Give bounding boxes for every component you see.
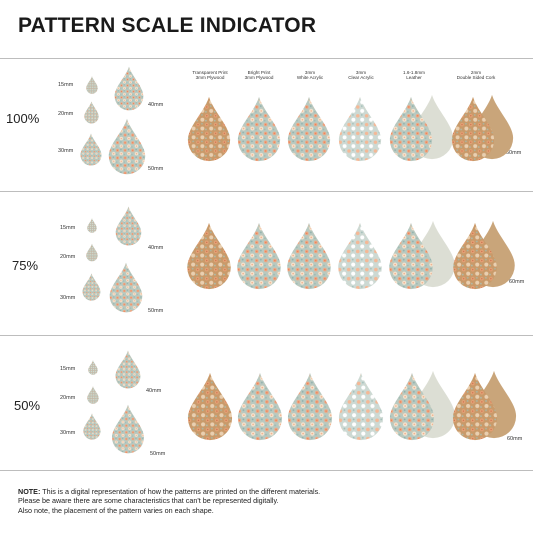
reference-size-label: 60mm (509, 279, 525, 285)
material-line: Transparent Print (192, 70, 228, 75)
material-line: 3mm (304, 70, 316, 75)
size-label-20mm: 20mm (58, 111, 74, 117)
page-title: PATTERN SCALE INDICATOR (18, 14, 317, 37)
sample-cork (451, 96, 495, 162)
sample-leather (389, 96, 433, 162)
size-swatch-15mm (87, 218, 97, 233)
material-line: 3mm (355, 70, 367, 75)
size-label-30mm: 30mm (60, 430, 76, 436)
material-line: 3mm Plywood (195, 75, 225, 81)
size-swatch-40mm (115, 206, 142, 246)
size-label-15mm: 15mm (58, 82, 74, 88)
material-label-bright-print: Bright Print 3mm Plywood (229, 70, 289, 81)
material-line: Bright Print (247, 70, 271, 75)
material-label-white-acrylic: 3mm White Acrylic (280, 70, 340, 81)
size-swatch-15mm (86, 76, 98, 94)
material-line: 2mm (470, 70, 482, 75)
sample-bright-print (237, 96, 281, 162)
sample-cork (452, 372, 498, 441)
size-swatch-15mm (88, 360, 98, 375)
material-line: 1.6-1.8mm (403, 70, 425, 75)
material-label-cork: 2mm Double Sided Cork (446, 70, 506, 81)
size-label-20mm: 20mm (60, 254, 76, 260)
size-label-50mm: 50mm (148, 308, 164, 314)
size-label-50mm: 50mm (148, 166, 164, 172)
material-line: 3mm Plywood (244, 75, 274, 81)
size-label-50mm: 50mm (150, 451, 166, 457)
size-swatch-30mm (83, 413, 101, 440)
size-swatch-30mm (80, 133, 102, 166)
material-line: Clear Acrylic (348, 75, 374, 81)
reference-size-label: 60mm (507, 436, 523, 442)
section-divider (0, 470, 533, 471)
scale-label-100: 100% (6, 111, 40, 126)
size-label-15mm: 15mm (60, 366, 76, 372)
size-swatch-20mm (87, 386, 99, 404)
sample-bright-print (237, 222, 281, 290)
disclaimer-note: NOTE: This is a digital representation o… (18, 487, 518, 515)
size-label-40mm: 40mm (148, 102, 164, 108)
note-text: This is a digital representation of how … (40, 487, 321, 496)
material-line: Double Sided Cork (456, 75, 496, 81)
reference-size-label: 60mm (506, 150, 522, 156)
note-line-2: Please be aware there are some character… (18, 496, 279, 506)
note-line-1: NOTE: This is a digital representation o… (18, 487, 518, 496)
size-swatch-50mm (112, 404, 144, 454)
section-divider (0, 58, 533, 59)
size-swatch-20mm (86, 243, 98, 262)
sample-bright-print (237, 372, 283, 441)
material-line: Leather (406, 75, 422, 81)
section-divider (0, 191, 533, 192)
size-swatch-40mm (115, 350, 141, 389)
size-label-30mm: 30mm (60, 295, 76, 301)
scale-label-50: 50% (14, 398, 41, 413)
sample-transparent-print (187, 222, 231, 290)
section-divider (0, 335, 533, 336)
sample-leather (389, 222, 433, 290)
size-label-30mm: 30mm (58, 148, 74, 154)
sample-clear-acrylic (338, 372, 384, 441)
sample-clear-acrylic (338, 222, 382, 290)
material-label-clear-acrylic: 3mm Clear Acrylic (331, 70, 391, 81)
sample-white-acrylic (287, 96, 331, 162)
note-line-3: Also note, the placement of the pattern … (18, 505, 214, 515)
material-line: White Acrylic (296, 75, 324, 81)
sample-transparent-print (187, 372, 233, 441)
size-label-15mm: 15mm (60, 225, 76, 231)
sample-white-acrylic (287, 222, 331, 290)
size-swatch-50mm (108, 118, 146, 175)
size-label-40mm: 40mm (148, 245, 164, 251)
sample-white-acrylic (287, 372, 333, 441)
sample-cork (453, 222, 497, 290)
size-swatch-30mm (82, 273, 101, 301)
size-swatch-50mm (109, 262, 143, 313)
note-label: NOTE: (18, 487, 41, 496)
material-label-leather: 1.6-1.8mm Leather (384, 70, 444, 81)
scale-label-75: 75% (12, 258, 39, 273)
sample-transparent-print (187, 96, 231, 162)
size-swatch-20mm (84, 101, 99, 124)
sample-clear-acrylic (338, 96, 382, 162)
size-label-40mm: 40mm (146, 388, 162, 394)
sample-leather (389, 372, 435, 441)
size-label-20mm: 20mm (60, 395, 76, 401)
size-swatch-40mm (114, 66, 144, 111)
material-label-transparent-print: Transparent Print 3mm Plywood (180, 70, 240, 81)
